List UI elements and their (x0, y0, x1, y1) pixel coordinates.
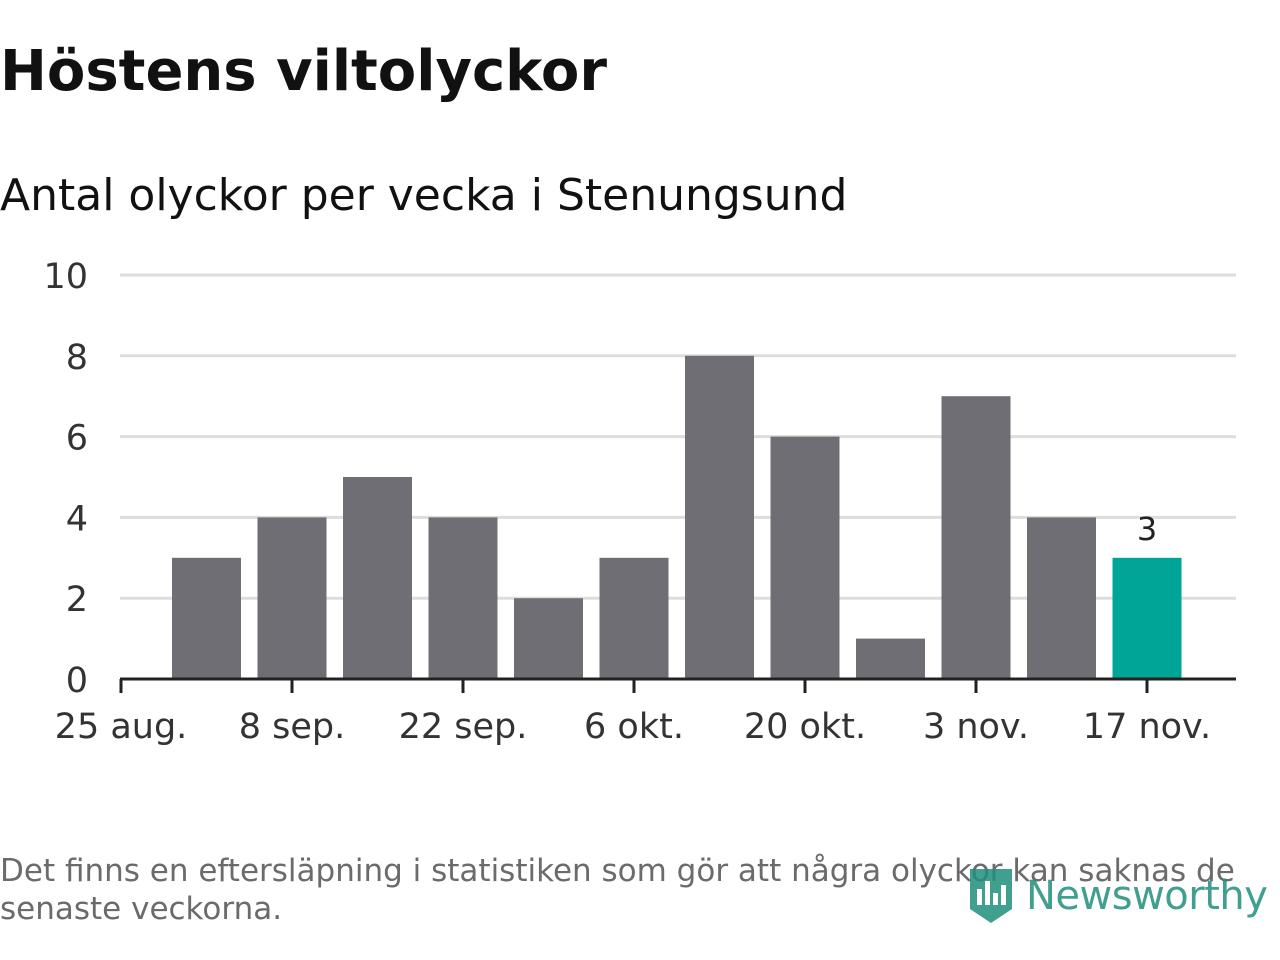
y-tick-label: 2 (66, 580, 88, 620)
bar-10-nov (1027, 517, 1096, 679)
bar-15-sep (343, 477, 412, 679)
newsworthy-logo: Newsworthy (966, 864, 1268, 928)
x-tick-label: 8 sep. (239, 707, 346, 747)
x-tick-label: 17 nov. (1083, 707, 1211, 747)
chart-subtitle: Antal olyckor per vecka i Stenungsund (0, 170, 848, 221)
x-tick-label: 22 sep. (399, 707, 528, 747)
bar-1-sep (172, 557, 241, 679)
bar-22-sep (428, 517, 498, 679)
bar-chart: 0 2 4 6 8 10 3 25 aug. 8 sep. 22 sep. 6 okt. 20 o… (43, 257, 1236, 747)
bars (172, 355, 1182, 679)
chart-title: Höstens viltolyckor (0, 39, 607, 104)
logo-text: Newsworthy (1026, 873, 1268, 919)
y-tick-label: 6 (66, 419, 88, 459)
data-labels: 3 (1137, 510, 1157, 548)
x-tick-label: 20 okt. (744, 707, 866, 747)
x-tick-label: 3 nov. (923, 707, 1029, 747)
bar-20-okt (770, 436, 840, 679)
y-tick-label: 10 (43, 257, 88, 297)
bar-6-okt (599, 557, 669, 679)
bar-29-sep (514, 598, 583, 679)
y-tick-label: 4 (66, 499, 88, 539)
bar-3-nov (941, 396, 1011, 679)
bar-27-okt (856, 638, 925, 679)
data-label: 3 (1137, 510, 1157, 548)
newsworthy-logo-icon (970, 869, 1012, 923)
footnote: Det finns en eftersläpning i statistiken… (0, 853, 1235, 927)
y-axis-ticks: 0 2 4 6 8 10 (43, 257, 88, 701)
y-tick-label: 8 (66, 338, 88, 378)
bar-8-sep (257, 517, 327, 679)
y-tick-label: 0 (66, 661, 88, 701)
x-tick-label: 6 okt. (584, 707, 684, 747)
x-axis: 25 aug. 8 sep. 22 sep. 6 okt. 20 okt. 3 nov. 1… (55, 677, 1236, 747)
bar-13-okt (685, 355, 754, 679)
bar-17-nov (1112, 557, 1182, 679)
x-tick-label: 25 aug. (55, 707, 188, 747)
